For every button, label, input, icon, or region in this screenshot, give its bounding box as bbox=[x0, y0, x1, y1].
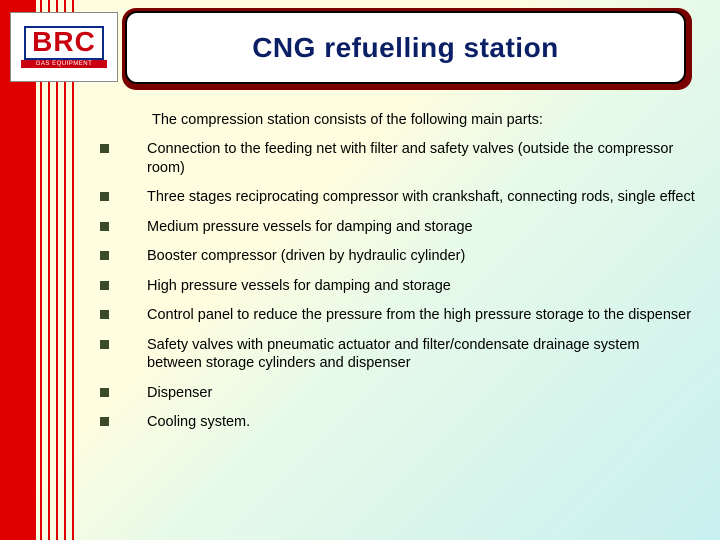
list-item: Connection to the feeding net with filte… bbox=[100, 140, 696, 177]
list-item: Safety valves with pneumatic actuator an… bbox=[100, 336, 696, 373]
bullet-text: High pressure vessels for damping and st… bbox=[147, 277, 451, 296]
list-item: Medium pressure vessels for damping and … bbox=[100, 218, 696, 237]
bullet-text: Cooling system. bbox=[147, 413, 250, 432]
slide: BRC GAS EQUIPMENT CNG refuelling station… bbox=[0, 0, 720, 540]
bullet-icon bbox=[100, 388, 109, 397]
list-item: Cooling system. bbox=[100, 413, 696, 432]
bullet-text: Safety valves with pneumatic actuator an… bbox=[147, 336, 696, 373]
bullet-text: Dispenser bbox=[147, 384, 212, 403]
bullet-icon bbox=[100, 340, 109, 349]
brc-logo: BRC GAS EQUIPMENT bbox=[10, 12, 118, 82]
list-item: Three stages reciprocating compressor wi… bbox=[100, 188, 696, 207]
bullet-text: Three stages reciprocating compressor wi… bbox=[147, 188, 695, 207]
bullet-icon bbox=[100, 310, 109, 319]
bullet-icon bbox=[100, 144, 109, 153]
title-frame: CNG refuelling station bbox=[122, 8, 692, 90]
intro-text: The compression station consists of the … bbox=[152, 112, 696, 128]
bullet-text: Booster compressor (driven by hydraulic … bbox=[147, 247, 465, 266]
bullet-text: Medium pressure vessels for damping and … bbox=[147, 218, 473, 237]
logo-text: BRC bbox=[24, 26, 104, 60]
bullet-icon bbox=[100, 417, 109, 426]
logo-subtext: GAS EQUIPMENT bbox=[21, 60, 107, 68]
list-item: Control panel to reduce the pressure fro… bbox=[100, 306, 696, 325]
title-frame-inner: CNG refuelling station bbox=[125, 11, 686, 84]
bullet-list: Connection to the feeding net with filte… bbox=[100, 140, 696, 432]
bullet-icon bbox=[100, 281, 109, 290]
slide-title: CNG refuelling station bbox=[252, 32, 559, 64]
content-area: The compression station consists of the … bbox=[100, 112, 696, 443]
list-item: Dispenser bbox=[100, 384, 696, 403]
list-item: High pressure vessels for damping and st… bbox=[100, 277, 696, 296]
bullet-text: Control panel to reduce the pressure fro… bbox=[147, 306, 691, 325]
bullet-text: Connection to the feeding net with filte… bbox=[147, 140, 696, 177]
bullet-icon bbox=[100, 192, 109, 201]
bullet-icon bbox=[100, 222, 109, 231]
list-item: Booster compressor (driven by hydraulic … bbox=[100, 247, 696, 266]
bullet-icon bbox=[100, 251, 109, 260]
